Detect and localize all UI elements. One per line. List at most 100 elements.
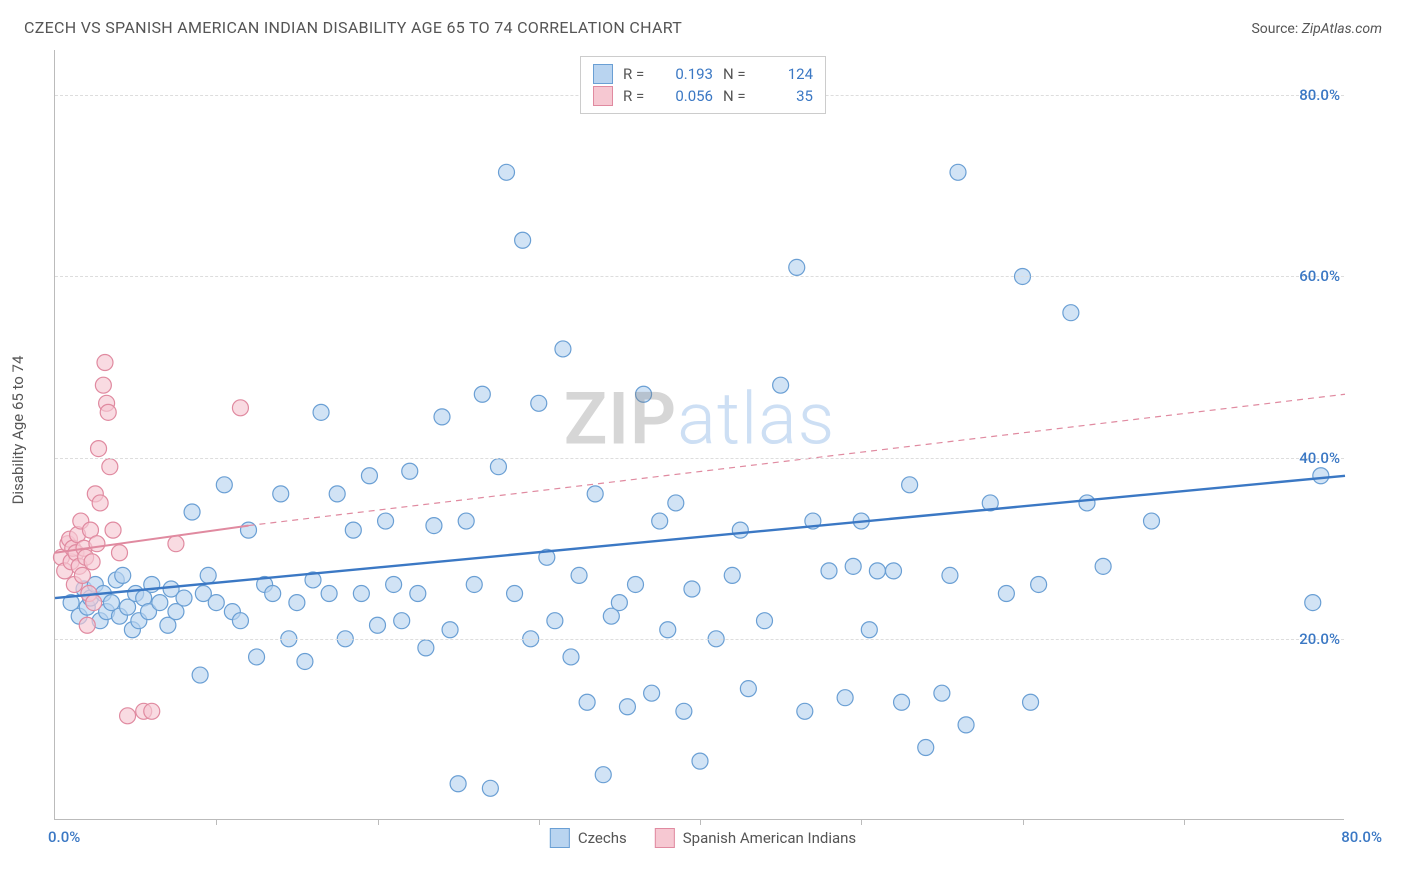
- data-point: [894, 694, 910, 710]
- data-point: [1095, 558, 1111, 574]
- data-point: [394, 613, 410, 629]
- x-tick: [700, 819, 701, 825]
- data-point: [152, 595, 168, 611]
- data-point: [507, 586, 523, 602]
- data-point: [102, 459, 118, 475]
- data-point: [676, 703, 692, 719]
- data-point: [273, 486, 289, 502]
- data-point: [1144, 513, 1160, 529]
- data-point: [458, 513, 474, 529]
- data-point: [112, 545, 128, 561]
- data-point: [100, 404, 116, 420]
- y-tick-label: 20.0%: [1299, 630, 1340, 648]
- gridline: [55, 639, 1344, 640]
- data-point: [232, 613, 248, 629]
- data-point: [86, 595, 102, 611]
- data-point: [92, 495, 108, 511]
- data-point: [869, 563, 885, 579]
- trend-line-extrapolated: [249, 394, 1346, 525]
- header-row: CZECH VS SPANISH AMERICAN INDIAN DISABIL…: [24, 18, 1382, 37]
- data-point: [105, 522, 121, 538]
- data-point: [482, 780, 498, 796]
- legend-swatch: [593, 64, 613, 84]
- source-attribution: Source: ZipAtlas.com: [1251, 21, 1382, 37]
- data-point: [168, 536, 184, 552]
- data-point: [200, 567, 216, 583]
- data-point: [265, 586, 281, 602]
- stat-label-n: N =: [723, 85, 751, 107]
- data-point: [1031, 576, 1047, 592]
- legend-label: Czechs: [578, 829, 627, 847]
- gridline: [55, 276, 1344, 277]
- x-tick: [861, 819, 862, 825]
- y-axis-label: Disability Age 65 to 74: [9, 356, 27, 505]
- legend-stats-box: R =0.193N =124R =0.056N =35: [580, 56, 826, 114]
- data-point: [587, 486, 603, 502]
- data-point: [232, 400, 248, 416]
- data-point: [789, 259, 805, 275]
- data-point: [1079, 495, 1095, 511]
- data-point: [958, 717, 974, 733]
- data-point: [249, 649, 265, 665]
- source-prefix: Source:: [1251, 21, 1301, 37]
- data-point: [821, 563, 837, 579]
- data-point: [184, 504, 200, 520]
- data-point: [950, 164, 966, 180]
- data-point: [668, 495, 684, 511]
- data-point: [595, 767, 611, 783]
- data-point: [619, 699, 635, 715]
- data-point: [555, 341, 571, 357]
- data-point: [773, 377, 789, 393]
- data-point: [91, 441, 107, 457]
- data-point: [378, 513, 394, 529]
- data-point: [1305, 595, 1321, 611]
- data-point: [902, 477, 918, 493]
- data-point: [797, 703, 813, 719]
- data-point: [547, 613, 563, 629]
- data-point: [692, 753, 708, 769]
- data-point: [918, 740, 934, 756]
- data-point: [740, 681, 756, 697]
- data-point: [410, 586, 426, 602]
- stat-value-n: 35: [761, 85, 813, 107]
- data-point: [1063, 305, 1079, 321]
- y-tick-label: 60.0%: [1299, 267, 1340, 285]
- legend-stat-row: R =0.193N =124: [593, 63, 813, 85]
- data-point: [418, 640, 434, 656]
- data-point: [531, 395, 547, 411]
- data-point: [345, 522, 361, 538]
- data-point: [998, 586, 1014, 602]
- y-tick-label: 80.0%: [1299, 86, 1340, 104]
- data-point: [386, 576, 402, 592]
- data-point: [660, 622, 676, 638]
- legend-swatch: [593, 86, 613, 106]
- x-axis-min-label: 0.0%: [48, 828, 80, 846]
- legend-item: Czechs: [550, 828, 627, 848]
- x-tick: [1184, 819, 1185, 825]
- data-point: [370, 617, 386, 633]
- data-point: [297, 653, 313, 669]
- data-point: [289, 595, 305, 611]
- data-point: [571, 567, 587, 583]
- stat-label-n: N =: [723, 63, 751, 85]
- data-point: [95, 377, 111, 393]
- data-point: [79, 617, 95, 633]
- data-point: [1023, 694, 1039, 710]
- data-point: [402, 463, 418, 479]
- stat-value-n: 124: [761, 63, 813, 85]
- data-point: [724, 567, 740, 583]
- data-point: [934, 685, 950, 701]
- data-point: [120, 708, 136, 724]
- data-point: [434, 409, 450, 425]
- y-tick-label: 40.0%: [1299, 449, 1340, 467]
- x-tick: [378, 819, 379, 825]
- data-point: [84, 554, 100, 570]
- source-name: ZipAtlas.com: [1302, 21, 1382, 37]
- data-point: [684, 581, 700, 597]
- data-point: [499, 164, 515, 180]
- legend-label: Spanish American Indians: [683, 829, 856, 847]
- data-point: [89, 536, 105, 552]
- data-point: [313, 404, 329, 420]
- data-point: [426, 518, 442, 534]
- data-point: [474, 386, 490, 402]
